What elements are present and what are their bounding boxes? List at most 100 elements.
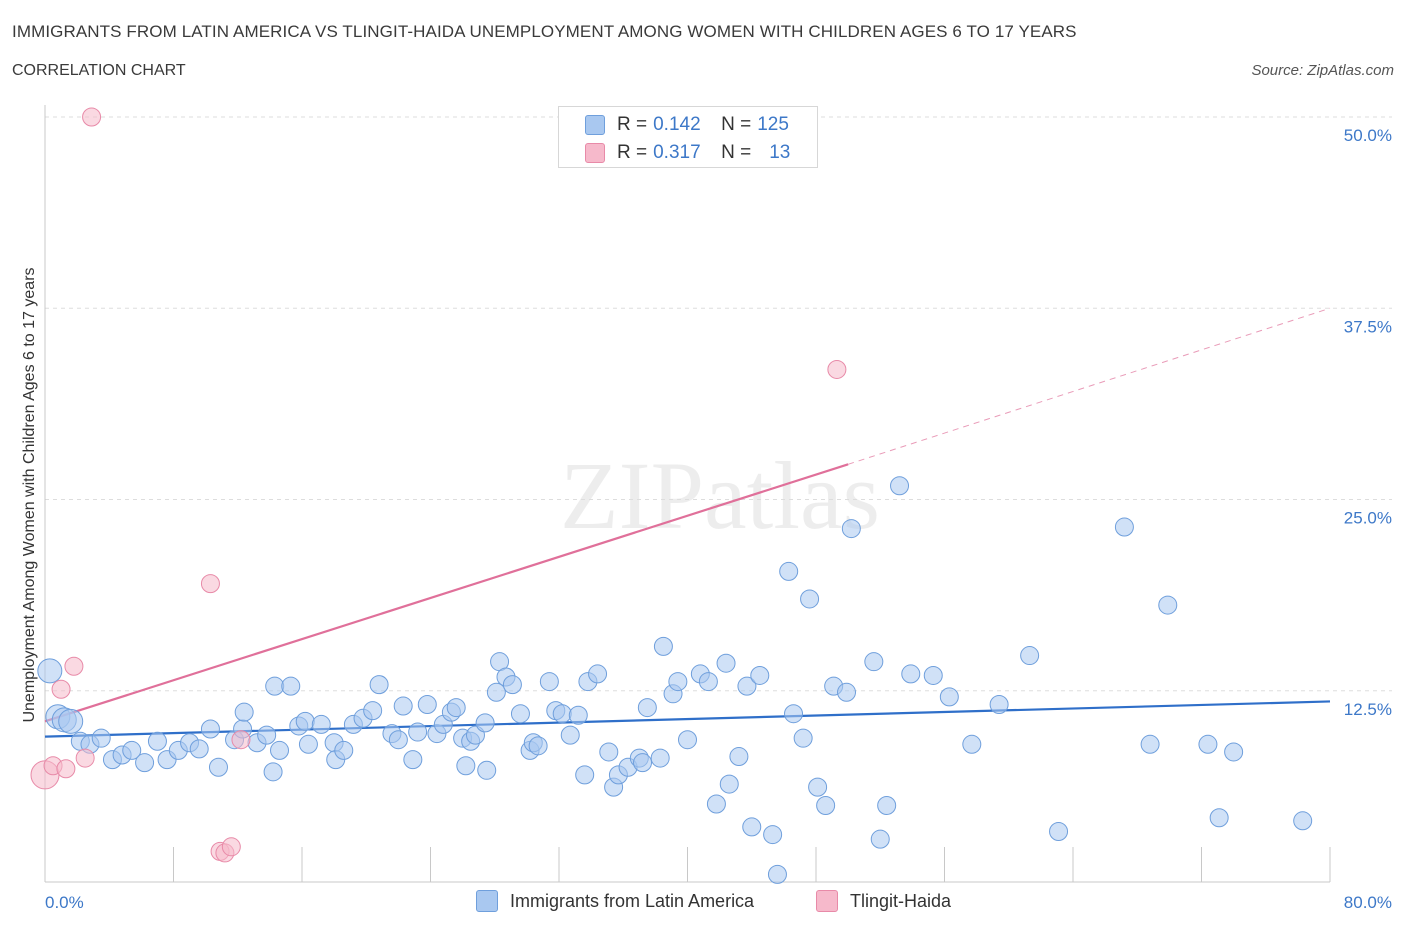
point-tlingit-haida — [231, 730, 251, 750]
y-tick-label: 50.0% — [1344, 126, 1392, 145]
point-latin-america — [779, 561, 799, 581]
point-latin-america — [208, 757, 228, 777]
point-latin-america — [767, 864, 787, 884]
legend-label-tlingit-haida: Tlingit-Haida — [850, 890, 952, 911]
watermark: ZIPatlas — [560, 442, 880, 549]
legend-n-value: 13 — [769, 142, 791, 163]
point-latin-america — [510, 704, 530, 724]
axes — [44, 105, 1331, 883]
point-latin-america — [962, 734, 982, 754]
point-latin-america — [446, 698, 466, 718]
point-latin-america — [311, 714, 331, 734]
point-latin-america — [265, 676, 285, 696]
point-latin-america — [1209, 808, 1229, 828]
legend-swatch-blue — [476, 890, 498, 912]
correlation-legend: R = 0.142 N = 125 R = 0.317 N = 13 — [558, 106, 818, 168]
point-latin-america — [122, 740, 142, 760]
point-latin-america — [784, 704, 804, 724]
point-latin-america — [890, 476, 910, 496]
legend-label-latin-america: Immigrants from Latin America — [510, 890, 755, 911]
point-tlingit-haida — [82, 107, 102, 127]
point-latin-america — [1049, 822, 1069, 842]
point-tlingit-haida — [56, 759, 76, 779]
point-latin-america — [650, 748, 670, 768]
point-latin-america — [1140, 734, 1160, 754]
point-latin-america — [393, 696, 413, 716]
point-latin-america — [408, 722, 428, 742]
point-latin-america — [486, 682, 506, 702]
point-latin-america — [1293, 811, 1313, 831]
point-latin-america — [793, 728, 813, 748]
point-latin-america — [417, 695, 437, 715]
point-latin-america — [575, 765, 595, 785]
point-tlingit-haida — [75, 748, 95, 768]
point-latin-america — [901, 664, 921, 684]
point-latin-america — [763, 825, 783, 845]
legend-r-value: 0.142 — [653, 114, 701, 135]
point-tlingit-haida — [200, 574, 220, 594]
point-latin-america — [475, 713, 495, 733]
point-latin-america — [298, 734, 318, 754]
trend-line-tlingit-haida-extension — [847, 307, 1331, 465]
tick-labels: 12.5% 25.0% 37.5% 50.0% 0.0% 80.0% — [45, 126, 1392, 912]
point-tlingit-haida — [827, 359, 847, 379]
legend-r-label: R = — [617, 142, 648, 163]
point-latin-america — [668, 672, 688, 692]
point-latin-america — [539, 672, 559, 692]
point-latin-america — [552, 704, 572, 724]
point-latin-america — [864, 652, 884, 672]
legend-swatch-pink — [585, 143, 605, 163]
y-tick-label: 25.0% — [1344, 509, 1392, 528]
point-latin-america — [588, 664, 608, 684]
point-latin-america — [678, 730, 697, 750]
point-latin-america — [369, 675, 389, 695]
legend-swatch-pink — [816, 890, 838, 912]
point-latin-america — [706, 794, 726, 814]
point-tlingit-haida — [51, 679, 71, 699]
point-latin-america — [1198, 734, 1218, 754]
legend-n-label: N = — [721, 142, 752, 163]
y-tick-label: 12.5% — [1344, 700, 1392, 719]
trend-line-tlingit-haida — [44, 463, 849, 723]
point-latin-america — [742, 817, 762, 837]
point-latin-america — [456, 756, 476, 776]
legend-r-value: 0.317 — [653, 142, 701, 163]
point-latin-america — [502, 675, 522, 695]
chart-subtitle: CORRELATION CHART — [12, 62, 186, 79]
point-latin-america — [1114, 517, 1134, 537]
series-legend: Immigrants from Latin America Tlingit-Ha… — [0, 890, 1406, 916]
chart-title: IMMIGRANTS FROM LATIN AMERICA VS TLINGIT… — [12, 22, 1077, 41]
point-latin-america — [653, 636, 673, 656]
point-latin-america — [270, 740, 290, 760]
point-latin-america — [363, 701, 383, 721]
point-latin-america — [989, 695, 1009, 715]
legend-n-value: 125 — [757, 114, 789, 135]
point-latin-america — [729, 747, 749, 767]
point-latin-america — [719, 774, 739, 794]
legend-row-latin-america: R = 0.142 N = 125 — [585, 114, 789, 136]
point-latin-america — [808, 777, 828, 797]
point-latin-america — [281, 676, 301, 696]
point-tlingit-haida — [64, 656, 84, 676]
point-latin-america — [37, 658, 63, 684]
point-latin-america — [528, 736, 548, 756]
point-latin-america — [91, 728, 111, 748]
point-latin-america — [939, 687, 959, 707]
point-latin-america — [200, 719, 220, 739]
point-latin-america — [800, 589, 820, 609]
point-latin-america — [58, 708, 84, 734]
point-latin-america — [599, 742, 619, 762]
point-latin-america — [189, 739, 209, 759]
point-latin-america — [1224, 742, 1244, 762]
grid-lines — [45, 116, 1392, 692]
point-latin-america — [1020, 646, 1040, 666]
point-latin-america — [750, 665, 770, 685]
point-latin-america — [568, 705, 588, 725]
point-latin-america — [633, 753, 653, 773]
point-latin-america — [388, 730, 408, 750]
legend-n-label: N = — [721, 114, 752, 135]
source-note: Source: ZipAtlas.com — [1251, 62, 1394, 79]
point-latin-america — [560, 725, 580, 745]
point-tlingit-haida — [221, 837, 241, 857]
